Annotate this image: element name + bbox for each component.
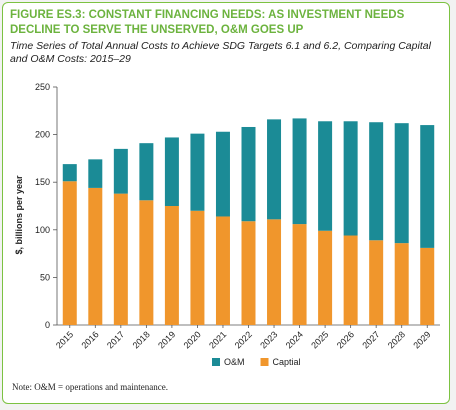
- y-tick-label: 50: [40, 272, 50, 282]
- bar-segment: [241, 126, 256, 222]
- bar-segment: [139, 200, 154, 325]
- bar-segment: [215, 216, 230, 325]
- bar-segment: [241, 221, 256, 325]
- bar-segment: [190, 210, 205, 325]
- x-tick-label: 2027: [360, 329, 381, 350]
- x-tick-label: 2028: [386, 329, 407, 350]
- bar-segment: [318, 121, 333, 231]
- x-tick-label: 2020: [182, 329, 203, 350]
- bar-segment: [164, 137, 179, 206]
- bar-segment: [139, 143, 154, 201]
- bar-segment: [292, 224, 307, 325]
- x-tick-label: 2024: [284, 329, 305, 350]
- x-tick-label: 2017: [105, 329, 126, 350]
- bar-segment: [394, 243, 409, 325]
- x-tick-label: 2022: [233, 329, 254, 350]
- x-tick-label: 2016: [79, 329, 100, 350]
- bar-segment: [62, 164, 77, 182]
- bar-segment: [88, 159, 103, 188]
- bar-segment: [343, 121, 358, 236]
- y-tick-label: 0: [45, 320, 50, 330]
- bar-segment: [420, 125, 435, 248]
- x-tick-label: 2015: [54, 329, 75, 350]
- bar-segment: [343, 235, 358, 325]
- bar-segment: [292, 118, 307, 225]
- x-tick-label: 2019: [156, 329, 177, 350]
- bar-segment: [215, 131, 230, 217]
- bar-segment: [190, 133, 205, 211]
- bar-segment: [113, 193, 128, 325]
- bar-segment: [113, 148, 128, 194]
- bar-segment: [62, 181, 77, 325]
- bar-segment: [164, 206, 179, 325]
- y-tick-label: 150: [35, 177, 50, 187]
- y-tick-label: 200: [35, 130, 50, 140]
- note: Note: O&M = operations and maintenance.: [12, 382, 169, 392]
- bar-segment: [369, 122, 384, 241]
- bar-segment: [318, 230, 333, 325]
- bar-segment: [88, 187, 103, 325]
- x-tick-label: 2025: [309, 329, 330, 350]
- chart-title: FIGURE ES.3: CONSTANT FINANCING NEEDS: A…: [10, 8, 440, 38]
- bar-segment: [267, 219, 282, 325]
- bar-segment: [394, 123, 409, 244]
- legend-swatch: [260, 358, 269, 366]
- title-text: CONSTANT FINANCING NEEDS: AS INVESTMENT …: [10, 9, 405, 36]
- x-tick-label: 2029: [411, 329, 432, 350]
- legend-label: Captial: [273, 357, 301, 367]
- bar-segment: [420, 247, 435, 325]
- legend-label: O&M: [224, 357, 245, 367]
- x-tick-label: 2023: [258, 329, 279, 350]
- header: FIGURE ES.3: CONSTANT FINANCING NEEDS: A…: [10, 8, 440, 66]
- bar-segment: [369, 240, 384, 325]
- legend-swatch: [212, 358, 220, 366]
- y-tick-label: 250: [35, 82, 50, 92]
- chart-subtitle: Time Series of Total Annual Costs to Ach…: [10, 40, 431, 65]
- x-tick-label: 2026: [335, 329, 356, 350]
- bar-segment: [267, 119, 282, 220]
- y-tick-label: 100: [35, 225, 50, 235]
- figure-label: FIGURE ES.3:: [10, 9, 86, 21]
- x-tick-label: 2018: [131, 329, 152, 350]
- y-axis-label: $, billions per year: [14, 175, 24, 255]
- x-tick-label: 2021: [207, 329, 228, 350]
